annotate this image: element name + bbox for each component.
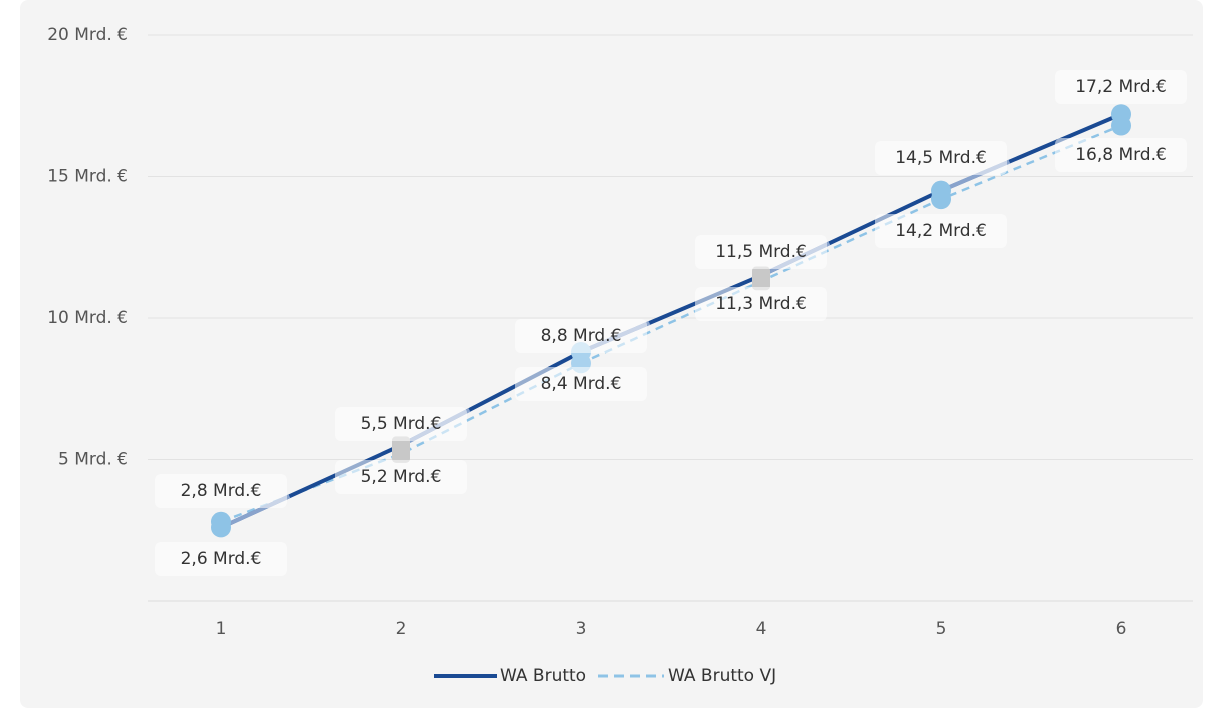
data-label-bottom-4-box [875, 214, 1007, 248]
data-label-bottom-3-box [695, 287, 827, 321]
data-label-top-2: 8,8 Mrd.€ [541, 326, 622, 346]
data-label-bottom-5-box [1055, 138, 1187, 172]
data-label-bottom-3: 11,3 Mrd.€ [715, 294, 807, 314]
data-label-top-3-box [695, 235, 827, 269]
legend-label-wa-brutto: WA Brutto [500, 666, 586, 686]
data-label-top-0-box [155, 474, 287, 508]
data-label-bottom-0: 2,6 Mrd.€ [181, 549, 262, 569]
data-label-bottom-0-box [155, 542, 287, 576]
y-tick-label-0: 5 Mrd. € [58, 450, 128, 470]
data-label-bottom-5: 16,8 Mrd.€ [1075, 145, 1167, 165]
data-label-bottom-2-box [515, 367, 647, 401]
data-label-top-4: 14,5 Mrd.€ [895, 148, 987, 168]
data-label-top-4-box [875, 141, 1007, 175]
x-tick-label-5: 6 [1116, 619, 1127, 639]
data-label-bottom-4: 14,2 Mrd.€ [895, 221, 987, 241]
data-label-top-3: 11,5 Mrd.€ [715, 242, 807, 262]
data-label-top-1: 5,5 Mrd.€ [361, 414, 442, 434]
x-tick-label-3: 4 [756, 619, 767, 639]
data-label-bottom-1: 5,2 Mrd.€ [361, 467, 442, 487]
data-label-top-2-box [515, 319, 647, 353]
x-tick-label-1: 2 [396, 619, 407, 639]
y-tick-label-1: 10 Mrd. € [47, 308, 128, 328]
x-tick-label-0: 1 [216, 619, 227, 639]
y-tick-label-3: 20 Mrd. € [47, 25, 128, 45]
data-label-top-5-box [1055, 70, 1187, 104]
data-label-top-0: 2,8 Mrd.€ [181, 481, 262, 501]
data-label-bottom-2: 8,4 Mrd.€ [541, 374, 622, 394]
marker-main-5 [1111, 104, 1131, 125]
data-label-top-5: 17,2 Mrd.€ [1075, 77, 1167, 97]
marker-1 [392, 436, 410, 463]
legend-label-wa-brutto-vj: WA Brutto VJ [668, 666, 776, 686]
x-tick-label-4: 5 [936, 619, 947, 639]
data-label-bottom-1-box [335, 460, 467, 494]
marker-main-0 [211, 517, 231, 538]
data-label-top-1-box [335, 407, 467, 441]
y-tick-label-2: 15 Mrd. € [47, 167, 128, 187]
marker-main-4 [931, 180, 951, 201]
marker-3 [752, 266, 770, 291]
x-tick-label-2: 3 [576, 619, 587, 639]
chart-panel [20, 0, 1203, 708]
